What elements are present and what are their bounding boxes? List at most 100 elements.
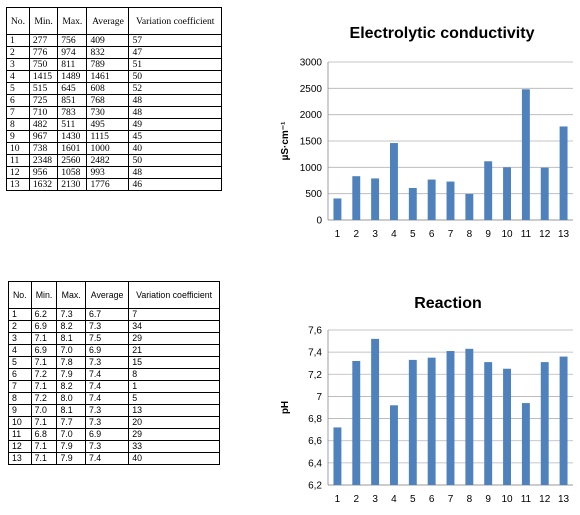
table-row: 12 7.1 7.9 7.3 33 (8, 440, 220, 453)
x-tick-label: 4 (391, 229, 397, 240)
reaction-table: No. Min. Max. Average Variation coeffici… (8, 281, 220, 465)
table-cell: 6.9 (30, 344, 58, 357)
table-cell: 7.3 (84, 440, 130, 453)
table-cell: 5 (128, 392, 220, 405)
table-cell: 50 (128, 70, 222, 83)
x-tick-label: 6 (429, 229, 435, 240)
x-tick-label: 8 (467, 494, 473, 505)
table-cell: 5 (6, 82, 30, 95)
table-cell: 13 (8, 452, 32, 465)
table-cell: 34 (128, 320, 220, 333)
table-cell: 10 (8, 416, 32, 429)
table-cell: 1489 (57, 70, 88, 83)
table-cell: 3 (6, 58, 30, 71)
table-cell: 7.4 (84, 392, 130, 405)
table-cell: 11 (6, 154, 30, 167)
table-row: 5 7.1 7.8 7.3 15 (8, 356, 220, 369)
y-tick-label: 2500 (300, 84, 323, 95)
bar (427, 357, 436, 485)
table-cell: 46 (128, 178, 222, 191)
table-cell: 6.9 (30, 320, 58, 333)
table-cell: 7.9 (56, 452, 86, 465)
header-cell: Max. (56, 281, 86, 309)
table-cell: 710 (28, 106, 59, 119)
table-cell: 51 (128, 58, 222, 71)
table-cell: 277 (28, 34, 59, 47)
header-cell: Average (84, 281, 130, 309)
bar (503, 167, 511, 220)
table-cell: 851 (57, 94, 88, 107)
chart-title: Electrolytic conductivity (350, 25, 535, 42)
table-row: 3 7.1 8.1 7.5 29 (8, 332, 220, 345)
bar (465, 193, 474, 220)
table-cell: 1 (8, 308, 32, 321)
table-cell: 1058 (57, 166, 88, 179)
table-cell: 2482 (86, 154, 130, 167)
table-cell: 7.1 (30, 380, 58, 393)
table-row: 8 7.2 8.0 7.4 5 (8, 392, 220, 405)
x-tick-label: 2 (353, 494, 359, 505)
table-cell: 608 (86, 82, 130, 95)
bar (540, 362, 549, 485)
table-row: 11 2348 2560 2482 50 (6, 154, 222, 167)
table-row: 9 967 1430 1115 45 (6, 130, 222, 143)
y-tick-label: 0 (316, 216, 322, 227)
table-cell: 993 (86, 166, 130, 179)
table-cell: 7.5 (84, 332, 130, 345)
bar (390, 405, 398, 485)
table-cell: 783 (57, 106, 88, 119)
table-cell: 7.0 (56, 428, 86, 441)
table-cell: 1115 (86, 130, 130, 143)
table-cell: 7.1 (30, 440, 58, 453)
x-tick-label: 1 (335, 494, 341, 505)
table-cell: 1461 (86, 70, 130, 83)
table-cell: 29 (128, 332, 220, 345)
table-cell: 2348 (28, 154, 59, 167)
table-cell: 2130 (57, 178, 88, 191)
bar (503, 368, 511, 485)
table-row: 1 6.2 7.3 6.7 7 (8, 308, 220, 321)
table-row: 6 725 851 768 48 (6, 94, 222, 107)
table-row: 10 738 1601 1000 40 (6, 142, 222, 155)
table-row: 7 7.1 8.2 7.4 1 (8, 380, 220, 393)
table-cell: 789 (86, 58, 130, 71)
x-tick-label: 10 (501, 229, 513, 240)
table-cell: 3 (8, 332, 32, 345)
bar (371, 178, 380, 220)
table-cell: 8.1 (56, 404, 86, 417)
table-cell: 7.3 (84, 356, 130, 369)
table-cell: 738 (28, 142, 59, 155)
table-cell: 10 (6, 142, 30, 155)
x-tick-label: 9 (485, 229, 491, 240)
table-cell: 8 (8, 392, 32, 405)
table-cell: 730 (86, 106, 130, 119)
bar (408, 359, 417, 485)
table-row: 7 710 783 730 48 (6, 106, 222, 119)
table-row: 11 6.8 7.0 6.9 29 (8, 428, 220, 441)
bar (390, 143, 398, 220)
y-tick-label: 1500 (300, 137, 323, 148)
table-cell: 832 (86, 46, 130, 59)
x-tick-label: 3 (372, 494, 378, 505)
y-tick-label: 6,2 (308, 481, 322, 492)
table-cell: 967 (28, 130, 59, 143)
table-cell: 1415 (28, 70, 59, 83)
x-tick-label: 5 (410, 494, 416, 505)
x-tick-label: 9 (485, 494, 491, 505)
bar (484, 161, 493, 220)
x-tick-label: 8 (467, 229, 473, 240)
table-cell: 495 (86, 118, 130, 131)
y-tick-label: 2000 (300, 110, 323, 121)
table-cell: 48 (128, 94, 222, 107)
table-cell: 52 (128, 82, 222, 95)
header-cell: No. (8, 281, 32, 309)
table-cell: 6.2 (30, 308, 58, 321)
table-cell: 645 (57, 82, 88, 95)
header-cell: No. (6, 7, 30, 35)
bar (333, 427, 342, 485)
table-cell: 6 (6, 94, 30, 107)
table-cell: 12 (6, 166, 30, 179)
x-tick-label: 12 (539, 494, 551, 505)
table-cell: 8.2 (56, 320, 86, 333)
